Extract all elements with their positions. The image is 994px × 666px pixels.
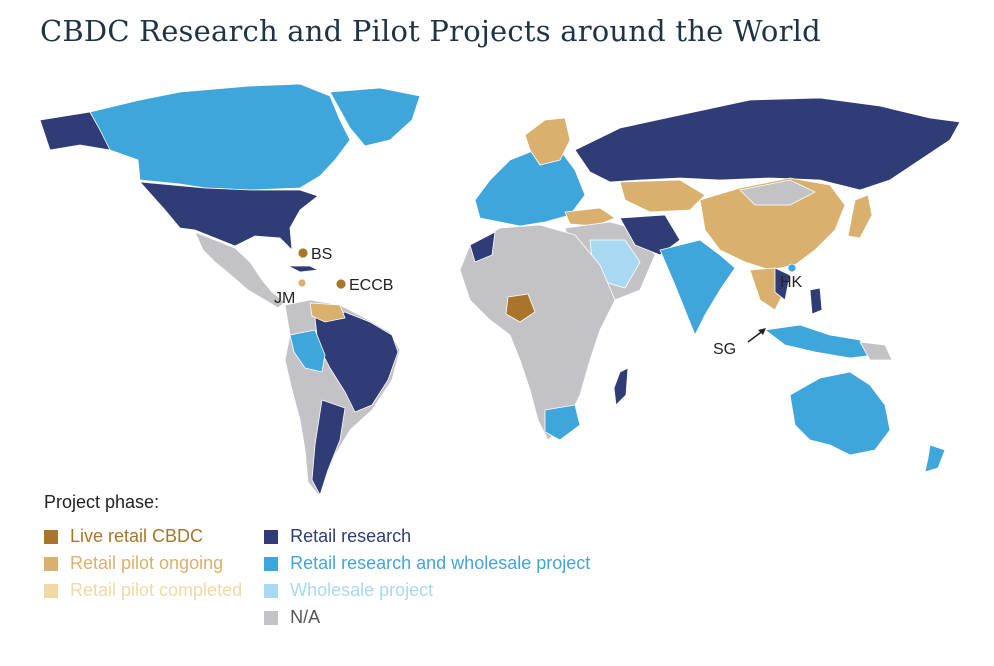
region-indonesia — [763, 324, 876, 359]
legend-label: Live retail CBDC — [70, 526, 204, 546]
region-mexico — [194, 231, 286, 309]
marker-eccb — [335, 278, 347, 290]
legend-label: Retail research — [290, 526, 412, 546]
region-vietnam — [774, 267, 791, 301]
legend-label: Retail pilot ongoing — [70, 553, 224, 573]
legend-swatch — [264, 583, 279, 598]
legend-swatch — [44, 583, 58, 598]
region-madagascar — [613, 367, 629, 406]
region-canada — [39, 83, 351, 191]
legend-item: Retail pilot completed — [44, 577, 242, 604]
legend-swatch — [264, 610, 279, 625]
marker-hk — [787, 263, 797, 273]
region-philippines — [809, 287, 823, 315]
region-russia — [574, 97, 961, 191]
legend-label: Retail research and wholesale project — [290, 553, 591, 573]
legend-item: Retail pilot ongoing — [44, 550, 242, 577]
marker-jm — [297, 278, 307, 288]
region-argentina — [311, 399, 346, 497]
legend-col-1: Live retail CBDC Retail pilot ongoing Re… — [44, 523, 242, 631]
region-morocco — [469, 231, 496, 263]
region-greenland — [329, 87, 421, 147]
region-venezuela — [309, 302, 346, 323]
legend-item: Retail research and wholesale project — [264, 550, 590, 577]
label-sg: SG — [713, 341, 736, 358]
region-turkey — [564, 207, 616, 227]
region-alaska — [39, 111, 111, 151]
legend-header: Project phase: — [44, 492, 160, 512]
legend-item: Live retail CBDC — [44, 523, 242, 550]
legend-item: N/A — [264, 604, 590, 631]
legend-label: N/A — [290, 607, 321, 627]
region-nigeria — [505, 293, 536, 323]
region-japan — [847, 194, 873, 239]
region-south-africa — [544, 404, 581, 441]
region-mongolia — [739, 179, 816, 206]
region-australia — [789, 371, 891, 456]
legend-item: Retail research — [264, 523, 590, 550]
region-europe — [474, 149, 586, 227]
label-jm: JM — [274, 290, 295, 307]
legend-swatch — [44, 529, 58, 544]
legend-swatch — [264, 556, 279, 571]
sg-arrowhead — [758, 328, 766, 335]
region-scandinavia — [524, 117, 571, 166]
region-china — [699, 177, 846, 271]
region-caribbean — [287, 265, 320, 273]
region-png — [859, 341, 893, 361]
region-india — [659, 239, 736, 336]
region-new-zealand — [924, 444, 946, 473]
region-kazakhstan — [619, 179, 706, 213]
legend-label: Wholesale project — [290, 580, 434, 600]
region-brazil — [314, 311, 399, 413]
region-usa — [139, 181, 319, 252]
marker-bs — [297, 247, 309, 259]
label-bs: BS — [311, 246, 332, 263]
legend: Project phase: Live retail CBDC Retail p… — [44, 492, 612, 631]
region-peru — [289, 329, 326, 373]
legend-swatch — [44, 556, 58, 571]
legend-label: Retail pilot completed — [70, 580, 243, 600]
legend-col-2: Retail research Retail research and whol… — [264, 523, 590, 631]
legend-swatch — [264, 529, 279, 544]
label-hk: HK — [780, 274, 803, 291]
label-eccb: ECCB — [349, 277, 393, 294]
page-title: CBDC Research and Pilot Projects around … — [40, 14, 821, 48]
legend-item: Wholesale project — [264, 577, 590, 604]
